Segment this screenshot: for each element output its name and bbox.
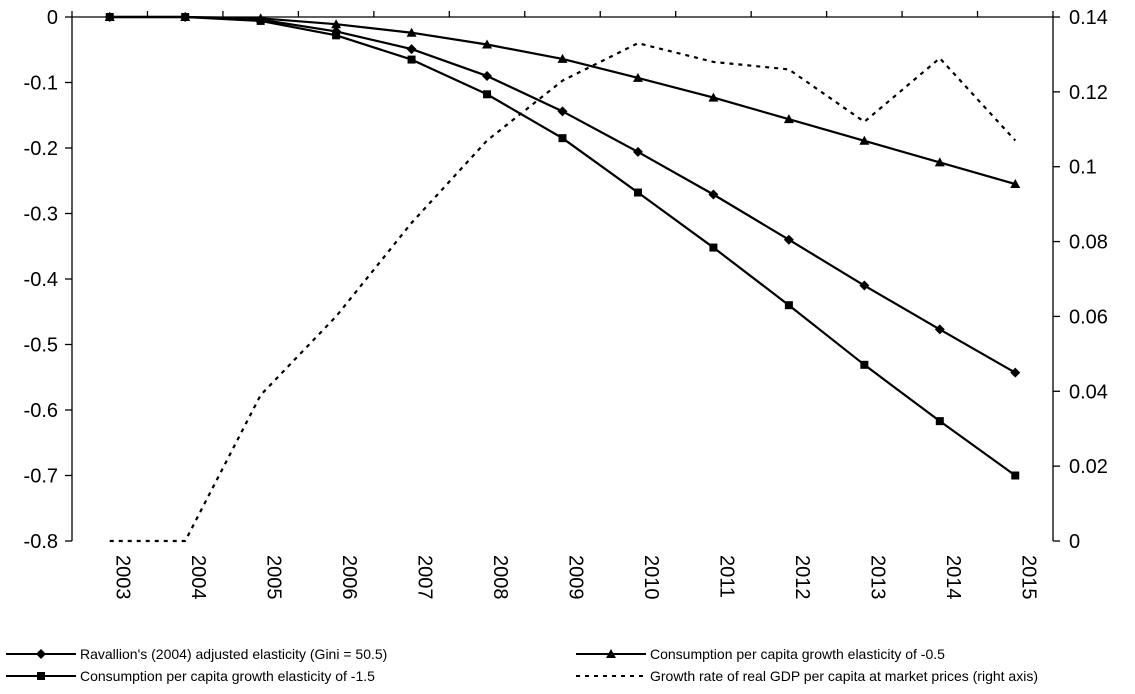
legend-item-ravallion: Ravallion's (2004) adjusted elasticity (… (6, 645, 387, 663)
series-line (109, 15, 1016, 477)
right-tick-label: 0.06 (1069, 306, 1108, 328)
series-line (109, 15, 1016, 186)
left-tick-label: -0.7 (24, 466, 58, 488)
series-1 (104, 12, 1021, 189)
point-triangle (632, 72, 643, 82)
point-square (784, 301, 793, 310)
point-diamond (708, 189, 719, 200)
series-line (109, 15, 1016, 374)
left-tick-label: -0.6 (24, 400, 58, 422)
legend-sample-diamond (6, 649, 76, 659)
left-tick-label: -0.8 (24, 531, 58, 553)
point-square (709, 243, 718, 252)
point-square (407, 55, 416, 64)
left-tick-label: -0.1 (24, 73, 58, 95)
point-square (935, 417, 944, 426)
point-diamond (632, 146, 643, 157)
left-tick-label: 0 (47, 7, 58, 29)
legend-item-gdp-growth: Growth rate of real GDP per capita at ma… (576, 667, 1038, 685)
point-triangle (1010, 179, 1021, 189)
right-tick-label: 0.08 (1069, 232, 1108, 254)
point-diamond (1010, 367, 1021, 378)
legend-label-elasticity-15: Consumption per capita growth elasticity… (80, 668, 375, 684)
category-label: 2014 (942, 555, 964, 600)
point-triangle (859, 135, 870, 145)
legend-label-gdp-growth: Growth rate of real GDP per capita at ma… (650, 668, 1038, 684)
point-triangle (783, 114, 794, 124)
category-label: 2010 (640, 555, 662, 600)
left-tick-label: -0.2 (24, 138, 58, 160)
right-tick-label: 0.1 (1069, 157, 1097, 179)
point-triangle (482, 39, 493, 49)
point-square (332, 31, 341, 40)
category-label: 2004 (187, 555, 209, 600)
left-tick-label: -0.5 (24, 335, 58, 357)
point-square (558, 134, 567, 143)
legend-item-elasticity-15: Consumption per capita growth elasticity… (6, 667, 375, 685)
point-square (483, 90, 492, 99)
right-tick-label: 0 (1069, 531, 1080, 553)
point-diamond (934, 324, 945, 335)
series-3 (109, 42, 1017, 543)
left-tick-label: -0.3 (24, 204, 58, 226)
point-diamond (557, 106, 568, 117)
point-diamond (783, 234, 794, 245)
point-square (633, 188, 642, 197)
legend-label-ravallion: Ravallion's (2004) adjusted elasticity (… (80, 646, 388, 662)
point-square (1011, 471, 1020, 480)
right-tick-label: 0.02 (1069, 456, 1108, 478)
legend-sample-square (6, 672, 76, 680)
category-label: 2007 (414, 555, 436, 600)
category-label: 2008 (489, 555, 511, 600)
left-tick-label: -0.4 (24, 269, 58, 291)
legend-sample-triangle (576, 649, 646, 658)
point-triangle (331, 19, 342, 29)
category-label: 2009 (565, 555, 587, 600)
point-triangle (406, 27, 417, 37)
right-tick-label: 0.04 (1069, 381, 1108, 403)
point-diamond (859, 280, 870, 291)
category-label: 2011 (715, 555, 737, 598)
legend-sample-dashed (576, 675, 646, 677)
series-line (109, 42, 1017, 543)
category-label: 2013 (866, 555, 888, 600)
point-triangle (708, 92, 719, 102)
category-label: 2003 (112, 555, 134, 600)
legend-item-elasticity-05: Consumption per capita growth elasticity… (576, 645, 945, 663)
legend-label-elasticity-05: Consumption per capita growth elasticity… (650, 646, 945, 662)
point-square (105, 13, 114, 21)
category-label: 2012 (791, 555, 813, 600)
series-0 (104, 12, 1021, 378)
category-label: 2005 (263, 555, 285, 600)
point-square (860, 360, 869, 369)
point-diamond (482, 70, 493, 81)
point-diamond (406, 44, 417, 55)
point-triangle (934, 157, 945, 167)
category-label: 2015 (1017, 555, 1039, 600)
category-label: 2006 (338, 555, 360, 600)
point-square (181, 13, 190, 21)
series-2 (105, 13, 1020, 480)
right-tick-label: 0.14 (1069, 7, 1108, 29)
axes: 0 -0.1 -0.2 -0.3 -0.4 -0.5 -0.6 -0.7 -0.8 0.14 0.1… (24, 7, 1108, 600)
point-triangle (557, 53, 568, 63)
right-tick-label: 0.12 (1069, 82, 1108, 104)
point-square (256, 16, 265, 25)
series-layer (104, 12, 1021, 543)
